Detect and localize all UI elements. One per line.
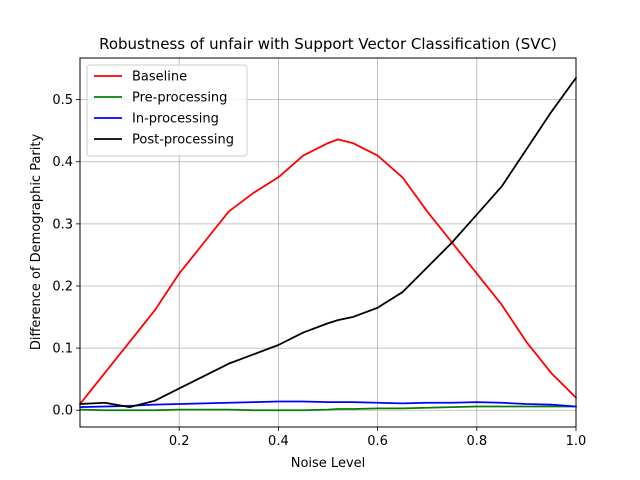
legend-label: Pre-processing [132,91,227,106]
x-tick-label: 0.2 [169,434,190,449]
y-tick-label: 0.1 [52,342,73,357]
legend: Baseline Pre-processing In-processing Post-… [86,64,248,157]
y-tick-label: 0.2 [52,279,73,294]
x-tick-label: 0.8 [466,434,487,449]
legend-label: Baseline [132,70,187,85]
series-line-baseline [79,138,577,405]
y-tick-label: 0.0 [52,404,73,419]
chart-title: Robustness of unfair with Support Vector… [99,35,557,53]
series-line-in-processing [79,400,577,409]
series-line-pre-processing [79,405,577,412]
x-tick-label: 1.0 [566,434,587,449]
series-line-post-processing [79,76,577,409]
x-axis-label: Noise Level [291,456,366,471]
y-tick-label: 0.3 [52,217,73,232]
series-lines [79,76,577,412]
legend-label: Post-processing [132,133,234,148]
y-axis-ticks: 0.0 0.1 0.2 0.3 0.4 0.5 [52,93,80,419]
x-axis-ticks: 0.2 0.4 0.6 0.8 1.0 [169,427,586,449]
x-tick-label: 0.4 [268,434,289,449]
y-axis-label: Difference of Demographic Parity [29,134,44,351]
y-tick-label: 0.5 [52,93,73,108]
y-tick-label: 0.4 [52,155,73,170]
legend-label: In-processing [132,112,219,127]
plot-frame [79,57,577,428]
x-tick-label: 0.6 [367,434,388,449]
legend-frame [86,64,248,157]
